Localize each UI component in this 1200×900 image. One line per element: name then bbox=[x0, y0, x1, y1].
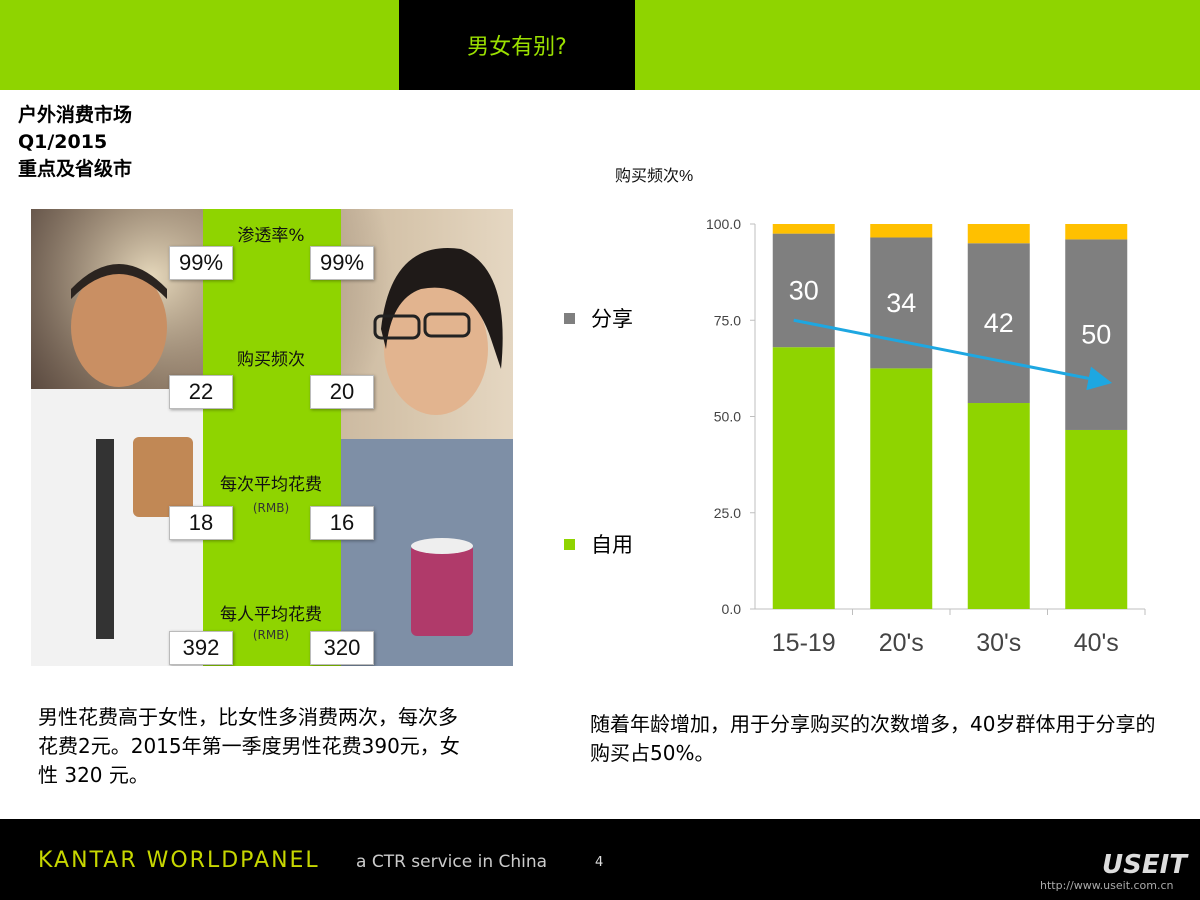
page-number: 4 bbox=[595, 855, 604, 870]
x-tick-label: 20's bbox=[879, 629, 924, 657]
male-frequency-value: 22 bbox=[169, 375, 233, 409]
right-caption: 随着年龄增加，用于分享购买的次数增多，40岁群体用于分享的购买占50%。 bbox=[590, 712, 1156, 765]
y-tick-label: 25.0 bbox=[714, 505, 741, 521]
bar-segment-self bbox=[1065, 429, 1128, 609]
legend-share: 分享 bbox=[564, 303, 633, 333]
bar-segment-other bbox=[1065, 224, 1128, 240]
frequency-label: 购买频次 bbox=[237, 350, 305, 370]
trend-arrow bbox=[793, 318, 1113, 391]
bar-segment-self bbox=[870, 368, 933, 609]
bar-segment-share bbox=[870, 237, 933, 369]
watermark-url: http://www.useit.com.cn bbox=[1040, 879, 1174, 892]
bar-segment-share bbox=[1065, 239, 1128, 430]
footer-tagline: a CTR service in China bbox=[356, 852, 548, 872]
legend-share-label: 分享 bbox=[591, 307, 633, 331]
legend-self-label: 自用 bbox=[591, 533, 633, 557]
y-tick-label: 75.0 bbox=[714, 312, 741, 328]
share-data-label: 30 bbox=[789, 275, 819, 305]
male-penetration-value: 99% bbox=[169, 246, 233, 280]
bar-segment-share bbox=[772, 233, 835, 348]
bar-segment-other bbox=[967, 224, 1030, 244]
spend-per-buyer-unit: (RMB) bbox=[252, 628, 290, 642]
female-spend-per-trip-value: 16 bbox=[310, 506, 374, 540]
bar-segment-self bbox=[967, 403, 1030, 609]
female-frequency-value: 20 bbox=[310, 375, 374, 409]
footer-bar bbox=[0, 819, 1200, 900]
female-spend-per-buyer-value: 320 bbox=[310, 631, 374, 665]
x-tick-label: 15-19 bbox=[772, 629, 836, 657]
slide-title: 男女有别? bbox=[399, 0, 635, 90]
male-spend-per-trip-value: 18 bbox=[169, 506, 233, 540]
y-tick-label: 0.0 bbox=[722, 601, 742, 617]
spend-per-trip-label: 每次平均花费 bbox=[220, 475, 322, 495]
legend-share-swatch bbox=[564, 312, 575, 324]
spend-per-buyer-label: 每人平均花费 bbox=[220, 605, 322, 625]
chart-title: 购买频次% bbox=[615, 167, 693, 185]
city-tier: 重点及省级市 bbox=[18, 158, 133, 180]
gender-comparison-photo: 渗透率% 99% 99% 购买频次 22 20 每次平均花费 (RMB) 18 … bbox=[31, 209, 513, 666]
share-data-label: 50 bbox=[1081, 320, 1111, 350]
penetration-label: 渗透率% bbox=[237, 226, 305, 246]
x-tick-label: 30's bbox=[976, 629, 1021, 657]
bar-segment-self bbox=[772, 347, 835, 609]
spend-per-trip-unit: (RMB) bbox=[252, 501, 290, 515]
bar-segment-other bbox=[772, 224, 835, 234]
period: Q1/2015 bbox=[18, 131, 108, 153]
male-spend-per-buyer-value: 392 bbox=[169, 631, 233, 665]
female-penetration-value: 99% bbox=[310, 246, 374, 280]
y-tick-label: 100.0 bbox=[706, 216, 741, 232]
bar-segment-other bbox=[870, 224, 933, 238]
market-name: 户外消费市场 bbox=[18, 104, 133, 126]
useit-watermark: USEIT bbox=[1102, 850, 1188, 880]
y-tick-label: 50.0 bbox=[714, 409, 741, 425]
metric-strip bbox=[203, 209, 341, 666]
market-info: 户外消费市场 Q1/2015 重点及省级市 bbox=[18, 102, 132, 183]
legend-self: 自用 bbox=[564, 529, 633, 559]
share-data-label: 42 bbox=[984, 308, 1014, 338]
bar-segment-share bbox=[967, 243, 1030, 404]
left-caption: 男性花费高于女性，比女性多消费两次，每次多花费2元。2015年第一季度男性花费3… bbox=[38, 705, 460, 787]
kantar-logo: KANTAR WORLDPANEL bbox=[38, 848, 320, 873]
share-data-label: 34 bbox=[886, 288, 916, 318]
legend-self-swatch bbox=[564, 538, 575, 550]
x-tick-label: 40's bbox=[1074, 629, 1119, 657]
